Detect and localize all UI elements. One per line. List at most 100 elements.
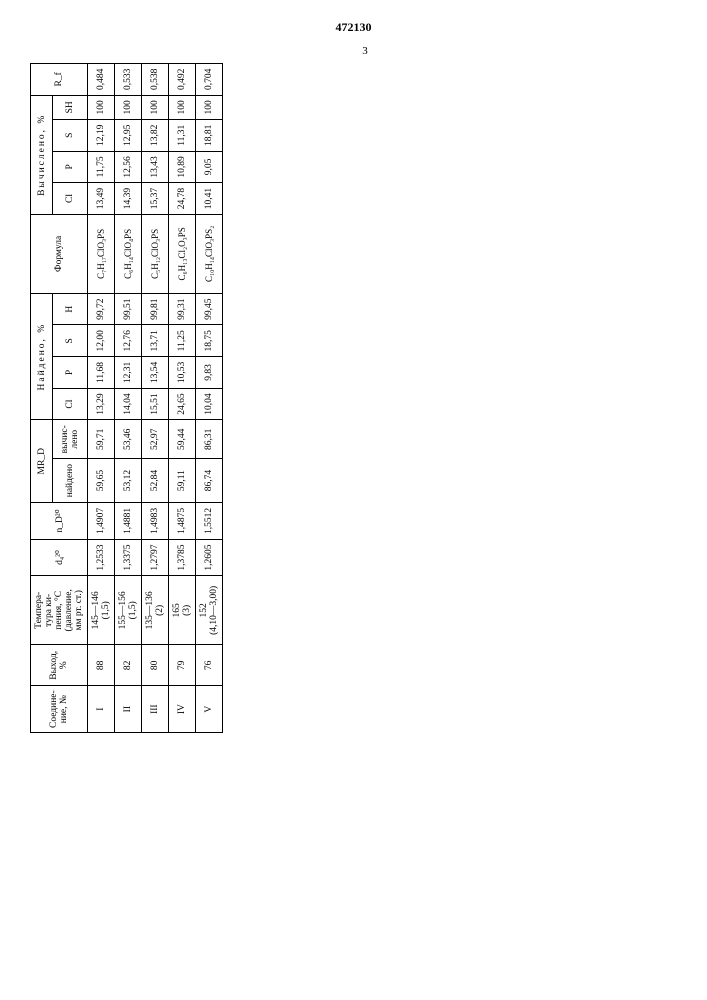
- two-column-layout: 3 Соедине- ние, № Выход, % Темпера- тура…: [30, 45, 677, 869]
- th-mrd: MR_D: [31, 420, 53, 503]
- table-cell: C₆H₁₄ClO₄PS: [115, 214, 142, 293]
- table-cell: 11,25: [169, 325, 196, 357]
- table-cell: 13,82: [142, 119, 169, 151]
- th-n: n_D²⁰: [31, 503, 88, 540]
- table-cell: C₇H₁₇ClO₃PS: [88, 214, 115, 293]
- table-cell: 79: [169, 645, 196, 686]
- table-cell: 76: [196, 645, 223, 686]
- table-cell: 24,65: [169, 388, 196, 420]
- table-cell: 100: [115, 95, 142, 119]
- table-cell: 1,3785: [169, 539, 196, 576]
- document-number: 472130: [30, 20, 677, 35]
- table-cell: 13,54: [142, 357, 169, 389]
- table-cell: 1,2533: [88, 539, 115, 576]
- table-cell: 99,72: [88, 293, 115, 325]
- table-cell: 145—146 (1,5): [88, 576, 115, 645]
- table-cell: 0,704: [196, 64, 223, 96]
- table-cell: 12,95: [115, 119, 142, 151]
- table-cell: 10,53: [169, 357, 196, 389]
- th-rf: R_f: [31, 64, 88, 96]
- table-cell: 99,81: [142, 293, 169, 325]
- table-cell: 12,76: [115, 325, 142, 357]
- table-cell: II: [115, 686, 142, 733]
- table-cell: 11,75: [88, 151, 115, 183]
- table-cell: IV: [169, 686, 196, 733]
- table-cell: C₆H₁₃Cl₂O₃PS: [169, 214, 196, 293]
- table-cell: 52,97: [142, 420, 169, 459]
- table-cell: 24,78: [169, 183, 196, 215]
- table-cell: 80: [142, 645, 169, 686]
- table-cell: 165 (3): [169, 576, 196, 645]
- th-yield: Выход, %: [31, 645, 88, 686]
- left-column: 3 Соедине- ние, № Выход, % Темпера- тура…: [30, 45, 700, 869]
- table-cell: 1,4983: [142, 503, 169, 540]
- table-row: I88145—146 (1,5)1,25331,490759,6559,7113…: [88, 64, 115, 733]
- table-cell: 14,04: [115, 388, 142, 420]
- table-cell: 52,84: [142, 459, 169, 503]
- table-cell: 152 (4,10—3,00): [196, 576, 223, 645]
- table-cell: 10,89: [169, 151, 196, 183]
- th-formula: Формула: [31, 214, 88, 293]
- table-cell: 1,2797: [142, 539, 169, 576]
- table-cell: 10,04: [196, 388, 223, 420]
- table-cell: 11,68: [88, 357, 115, 389]
- table-cell: 100: [196, 95, 223, 119]
- th-f-cl: Cl: [53, 388, 88, 420]
- table-cell: 100: [169, 95, 196, 119]
- table-cell: 0,492: [169, 64, 196, 96]
- table-cell: 59,11: [169, 459, 196, 503]
- table-cell: 14,39: [115, 183, 142, 215]
- table-cell: 53,12: [115, 459, 142, 503]
- th-mrd-calc: вычис- лено: [53, 420, 88, 459]
- table-cell: 99,51: [115, 293, 142, 325]
- table-cell: 0,484: [88, 64, 115, 96]
- table-cell: 9,83: [196, 357, 223, 389]
- table-cell: 59,71: [88, 420, 115, 459]
- table-cell: 1,2605: [196, 539, 223, 576]
- table-cell: 12,00: [88, 325, 115, 357]
- table-cell: 1,4907: [88, 503, 115, 540]
- table-cell: 11,31: [169, 119, 196, 151]
- table-cell: 155—156 (1,5): [115, 576, 142, 645]
- table-cell: 99,45: [196, 293, 223, 325]
- table-cell: 12,56: [115, 151, 142, 183]
- table-row: III80135—136 (2)1,27971,498352,8452,9715…: [142, 64, 169, 733]
- table-cell: 1,3375: [115, 539, 142, 576]
- table-cell: 0,533: [115, 64, 142, 96]
- table-cell: 100: [88, 95, 115, 119]
- table-cell: 18,81: [196, 119, 223, 151]
- table-cell: 12,19: [88, 119, 115, 151]
- table-cell: 100: [142, 95, 169, 119]
- table-cell: 15,37: [142, 183, 169, 215]
- th-c-cl: Cl: [53, 183, 88, 215]
- table-cell: 12,31: [115, 357, 142, 389]
- table-cell: 9,05: [196, 151, 223, 183]
- table-cell: 59,44: [169, 420, 196, 459]
- table-cell: 13,43: [142, 151, 169, 183]
- table-row: IV79165 (3)1,37851,487559,1159,4424,6510…: [169, 64, 196, 733]
- table-row: V76152 (4,10—3,00)1,26051,551286,7486,31…: [196, 64, 223, 733]
- table-cell: I: [88, 686, 115, 733]
- table-cell: 0,538: [142, 64, 169, 96]
- table-cell: 15,51: [142, 388, 169, 420]
- table-cell: 59,65: [88, 459, 115, 503]
- compounds-table: Соедине- ние, № Выход, % Темпера- тура к…: [30, 63, 223, 733]
- th-calc: Вычислено, %: [31, 95, 53, 214]
- data-table-container: Соедине- ние, № Выход, % Темпера- тура к…: [30, 63, 700, 363]
- table-cell: III: [142, 686, 169, 733]
- table-cell: V: [196, 686, 223, 733]
- th-compound: Соедине- ние, №: [31, 686, 88, 733]
- table-row: II82155—156 (1,5)1,33751,488153,1253,461…: [115, 64, 142, 733]
- th-f-h: H: [53, 293, 88, 325]
- th-d: d₄²⁰: [31, 539, 88, 576]
- table-cell: 53,46: [115, 420, 142, 459]
- table-cell: 135—136 (2): [142, 576, 169, 645]
- page-number-left: 3: [30, 45, 700, 57]
- th-c-p: P: [53, 151, 88, 183]
- table-cell: 82: [115, 645, 142, 686]
- th-mrd-found: найдено: [53, 459, 88, 503]
- th-c-s: S: [53, 119, 88, 151]
- table-cell: 86,74: [196, 459, 223, 503]
- table-cell: 18,75: [196, 325, 223, 357]
- table-cell: C₅H₁₂ClO₃PS: [142, 214, 169, 293]
